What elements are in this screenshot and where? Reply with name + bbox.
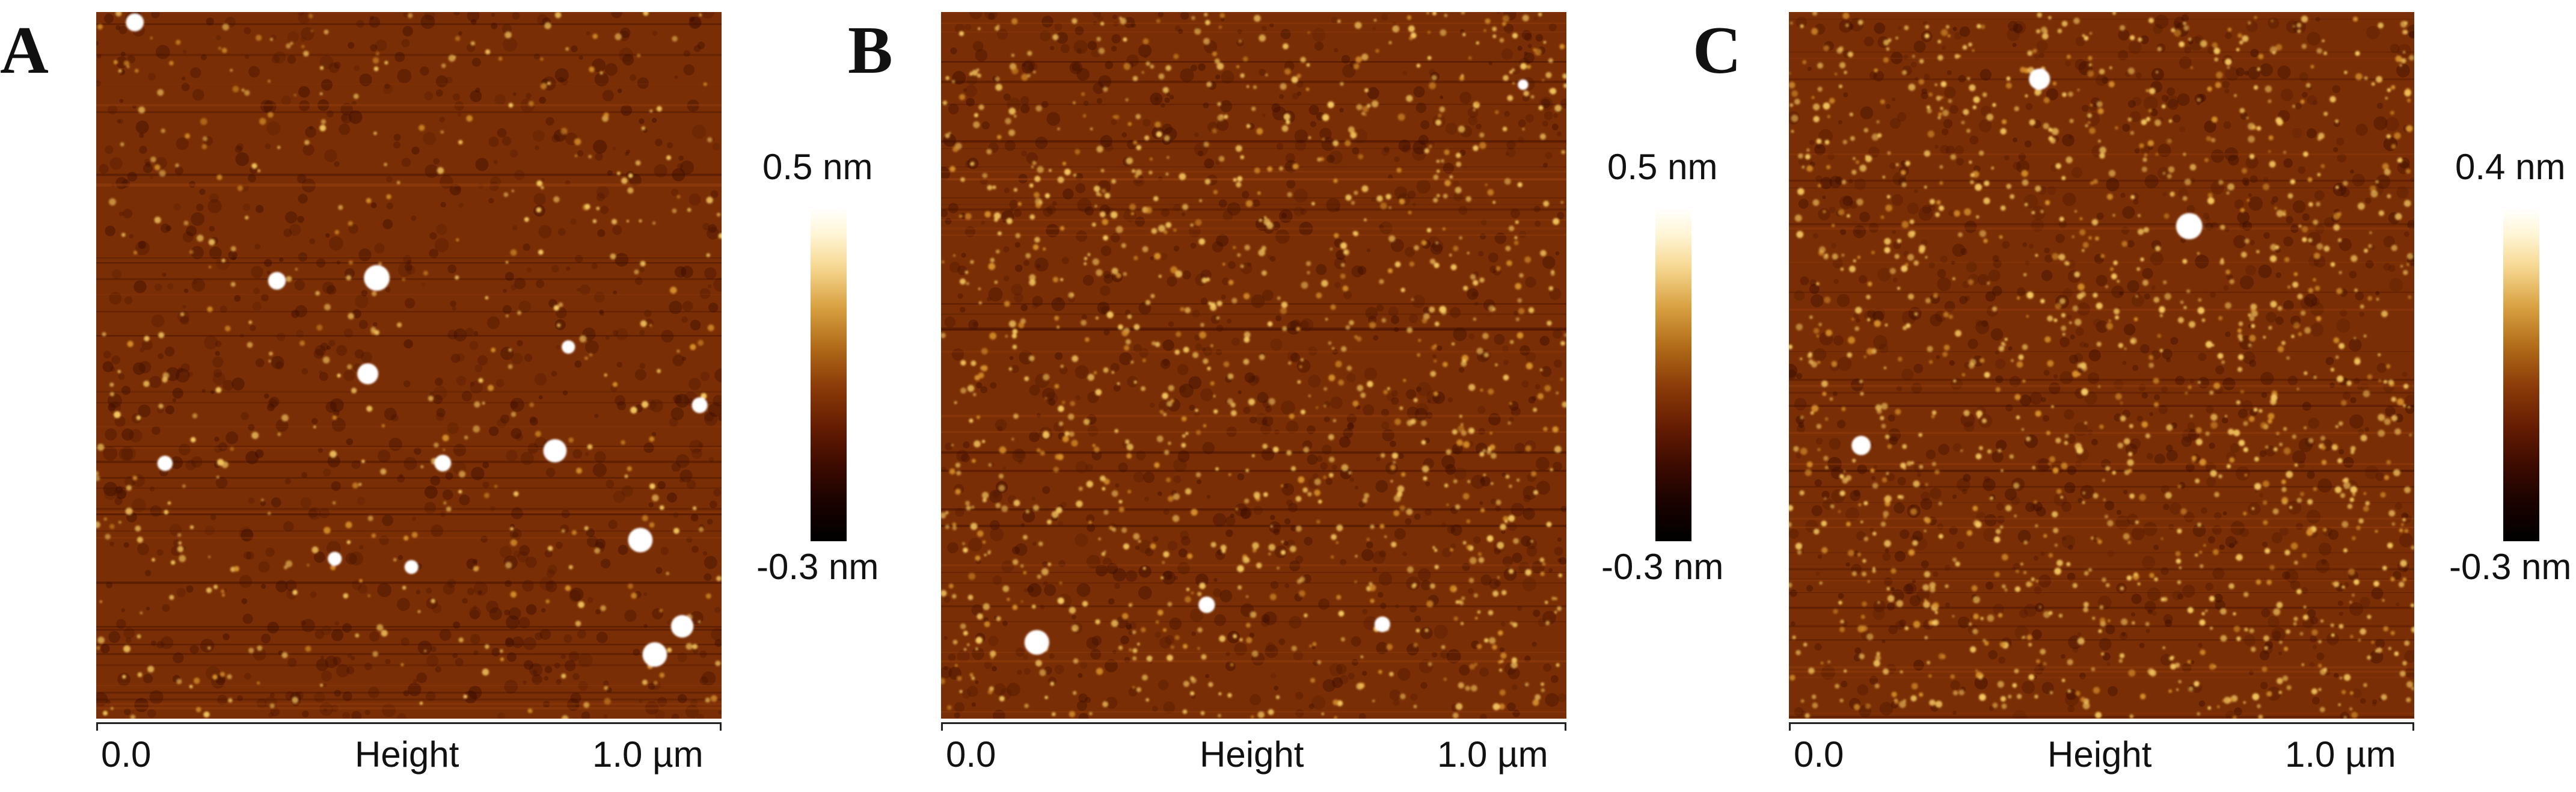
panel-c: C 0.0 Height 1.0 µm 0.4 nm -0.3 nm (1693, 0, 2571, 792)
x-axis-end-label: 1.0 µm (2285, 734, 2396, 775)
x-axis-tick (2412, 722, 2414, 731)
color-scale-max-label: 0.5 nm (1607, 147, 1718, 187)
color-scale-bar (811, 207, 847, 541)
x-axis-start-label: 0.0 (946, 734, 996, 775)
x-axis-tick (941, 722, 943, 731)
color-scale-min-label: -0.3 nm (756, 547, 879, 587)
color-scale-bar (2503, 207, 2539, 541)
x-axis-line (1789, 722, 2414, 724)
panel-a: A 0.0 Height 1.0 µm 0.5 nm -0.3 nm (0, 0, 879, 792)
x-axis-channel-label: Height (2047, 734, 2152, 775)
afm-height-image (1789, 12, 2414, 719)
x-axis-channel-label: Height (355, 734, 459, 775)
x-axis-end-label: 1.0 µm (1437, 734, 1548, 775)
x-axis-tick (720, 722, 722, 731)
color-scale-bar (1655, 207, 1691, 541)
x-axis-start-label: 0.0 (101, 734, 152, 775)
x-axis-line (96, 722, 722, 724)
color-scale-max-label: 0.5 nm (762, 147, 873, 187)
panel-b: B 0.0 Height 1.0 µm 0.5 nm -0.3 nm (845, 0, 1723, 792)
color-scale-min-label: -0.3 nm (2449, 547, 2572, 587)
x-axis-start-label: 0.0 (1794, 734, 1844, 775)
x-axis-tick (1789, 722, 1791, 731)
panel-letter: B (848, 13, 893, 88)
x-axis-end-label: 1.0 µm (592, 734, 704, 775)
x-axis-tick (96, 722, 98, 731)
afm-height-image (941, 12, 1566, 719)
x-axis-tick (1565, 722, 1566, 731)
afm-height-image (96, 12, 722, 719)
panel-letter: A (0, 13, 49, 88)
color-scale-min-label: -0.3 nm (1601, 547, 1724, 587)
x-axis-line (941, 722, 1566, 724)
panel-letter: C (1693, 13, 1741, 88)
color-scale-max-label: 0.4 nm (2455, 147, 2566, 187)
x-axis-channel-label: Height (1200, 734, 1304, 775)
